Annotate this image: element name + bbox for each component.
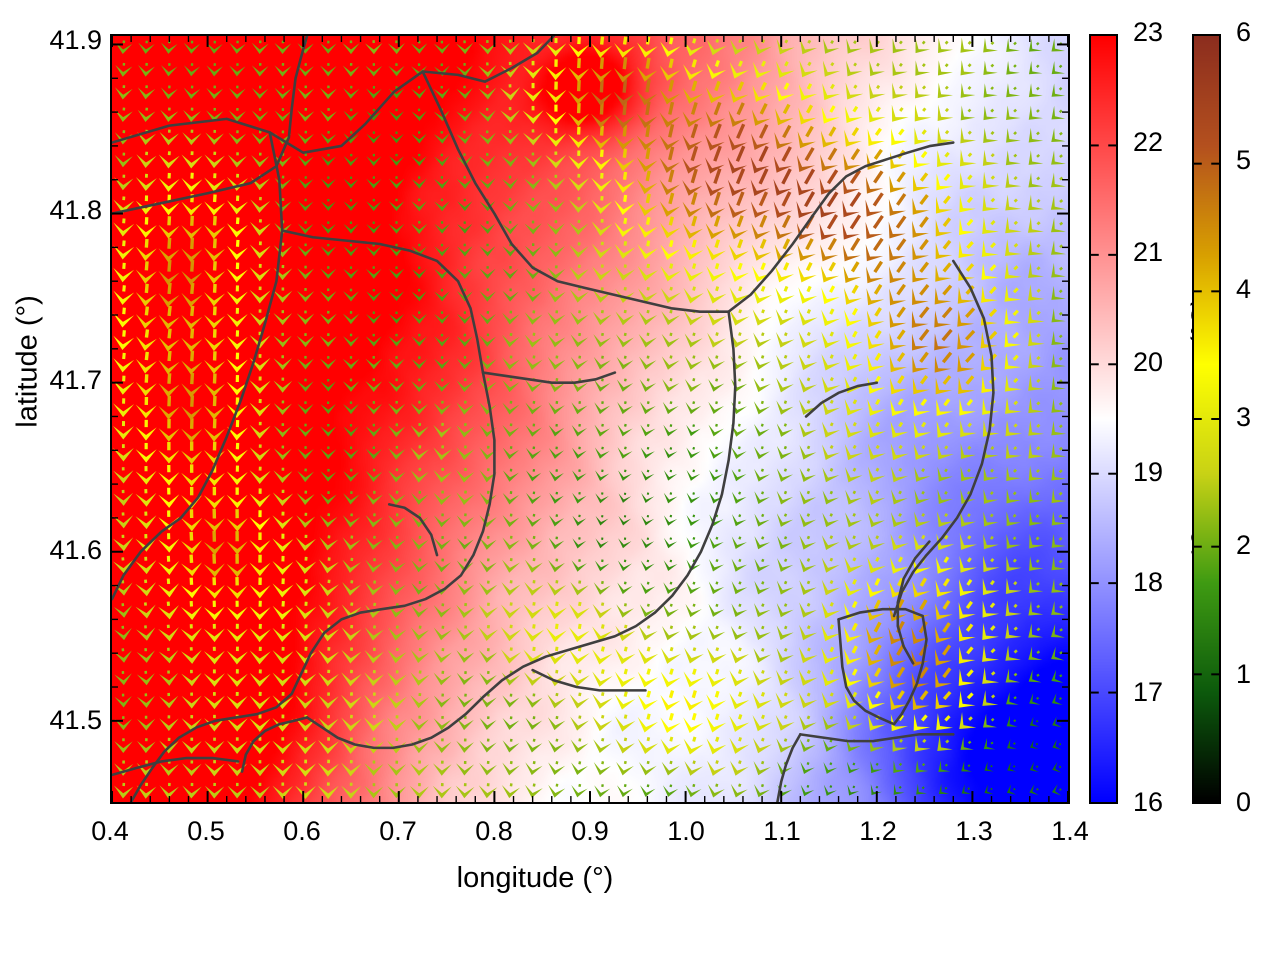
x-axis-title: longitude (°)	[456, 862, 614, 894]
windspeed-colorbar-ticks	[1194, 162, 1219, 676]
y-tick-label: 41.5	[49, 705, 102, 736]
windspeed-colorbar-tick-label: 4	[1236, 273, 1252, 304]
wind-vector-field	[112, 36, 1067, 800]
administrative-boundaries	[112, 36, 995, 802]
x-tick-label: 0.7	[379, 816, 417, 846]
x-tick-label: 1.0	[667, 816, 705, 846]
y-tick-label: 41.6	[49, 535, 102, 566]
temperature-colorbar-tick-label: 17	[1133, 677, 1164, 707]
x-tick-label: 0.6	[283, 816, 321, 846]
plot-area	[110, 34, 1070, 804]
x-tick-label: 1.1	[763, 816, 801, 846]
x-tick-label: 0.5	[187, 816, 225, 846]
y-tick-label: 41.9	[49, 25, 102, 56]
temperature-colorbar-ticks	[1091, 144, 1116, 694]
temperature-colorbar-tick-label: 19	[1133, 457, 1164, 487]
windspeed-colorbar-tick-label: 5	[1236, 145, 1252, 176]
x-tick-label: 1.2	[859, 816, 897, 846]
temperature-colorbar-tick-label: 23	[1133, 17, 1164, 47]
temperature-colorbar	[1089, 34, 1118, 804]
windspeed-colorbar-tick-label: 3	[1236, 402, 1252, 432]
temperature-colorbar-tick-label: 20	[1133, 347, 1164, 377]
x-tick-label: 1.3	[955, 816, 993, 846]
temperature-colorbar-tick-label: 16	[1133, 787, 1164, 817]
windspeed-colorbar-tick-label: 0	[1236, 787, 1252, 817]
x-tick-label: 1.4	[1051, 816, 1089, 846]
temperature-colorbar-gradient	[1091, 36, 1116, 802]
windspeed-colorbar-tick-label: 1	[1236, 658, 1252, 689]
x-tick-label: 0.4	[91, 816, 129, 846]
windspeed-colorbar-tick-label: 6	[1236, 17, 1252, 47]
x-tick-label: 0.9	[571, 816, 609, 846]
temperature-colorbar-tick-label: 22	[1133, 127, 1164, 157]
y-axis-title: latitude (°)	[11, 295, 44, 428]
temperature-colorbar-tick-label: 21	[1133, 237, 1164, 267]
y-tick-label: 41.8	[49, 195, 102, 226]
y-tick-label: 41.7	[49, 365, 102, 396]
x-tick-label: 0.8	[475, 816, 513, 846]
windspeed-colorbar-tick-label: 2	[1236, 530, 1252, 561]
temperature-colorbar-tick-label: 18	[1133, 567, 1164, 597]
windspeed-colorbar	[1192, 34, 1221, 804]
temperature-heatmap	[112, 36, 1068, 802]
